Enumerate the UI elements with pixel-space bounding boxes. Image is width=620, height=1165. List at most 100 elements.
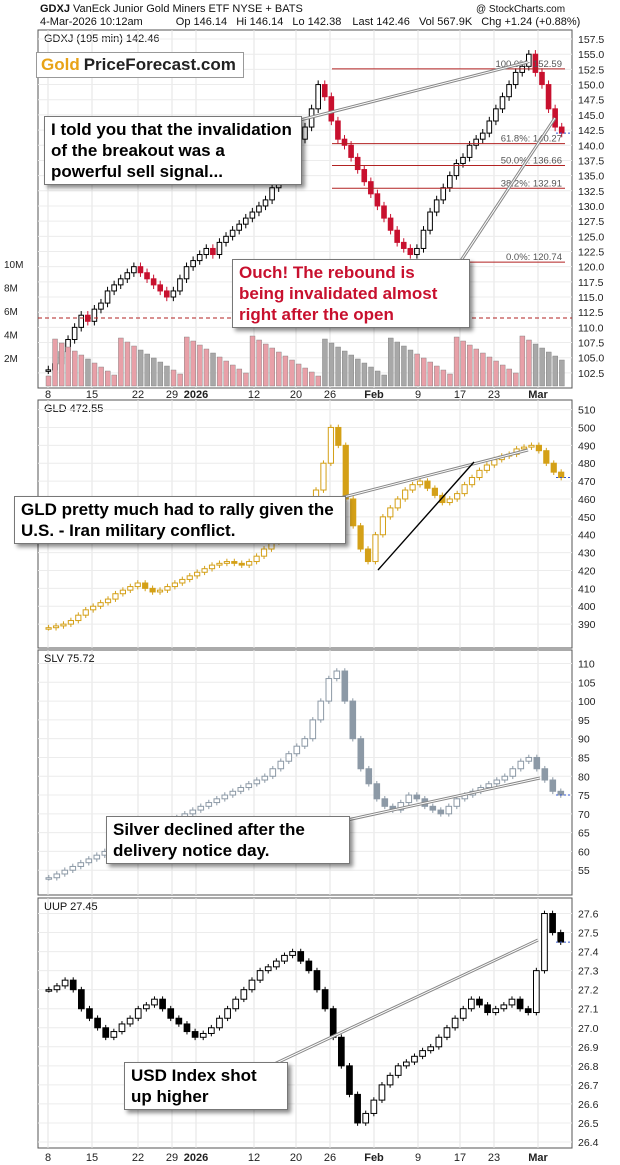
y-tick-label: 102.5 — [578, 368, 604, 380]
candle-body — [216, 562, 223, 566]
candle-body — [167, 1008, 175, 1019]
candle-body — [549, 779, 557, 792]
candle-body — [447, 175, 453, 189]
candle-body — [111, 284, 117, 292]
candle-body — [191, 1031, 199, 1038]
volume-tick-label: 8M — [4, 284, 18, 295]
candle-body — [240, 989, 248, 1000]
candle-body — [557, 790, 565, 796]
candle-body — [159, 998, 166, 1010]
candle-body — [289, 951, 296, 956]
volume-bar — [105, 370, 111, 387]
candle-body — [493, 108, 499, 122]
y-tick-label: 450 — [578, 512, 596, 524]
candle-body — [361, 169, 368, 183]
y-tick-label: 27.6 — [578, 909, 599, 921]
volume-bar — [197, 344, 203, 387]
candle-body — [86, 1008, 93, 1019]
candle-body — [93, 854, 101, 860]
volume-bar — [348, 354, 354, 387]
volume-bar — [374, 370, 381, 387]
volume-bar — [223, 360, 229, 387]
candle-body — [53, 873, 61, 879]
candle-body — [365, 768, 373, 785]
volume-bar — [460, 340, 466, 387]
volume-bar — [157, 361, 164, 387]
candle-body — [175, 1017, 183, 1025]
y-tick-label: 27.1 — [578, 1004, 599, 1016]
candle-body — [368, 181, 374, 195]
logo-site: PriceForecast.com — [83, 55, 236, 74]
candle-body — [264, 966, 272, 972]
x-tick-label: 9 — [415, 389, 421, 401]
candle-body — [372, 534, 379, 563]
quote-high: Hi 146.14 — [236, 16, 284, 28]
candle-body — [205, 802, 213, 807]
quote-last: Last 142.46 — [352, 16, 410, 28]
candle-body — [519, 65, 526, 73]
candle-body — [341, 138, 348, 146]
y-tick-label: 27.4 — [578, 947, 599, 959]
candle-body — [269, 187, 275, 201]
volume-bar — [539, 347, 545, 387]
y-tick-label: 75 — [578, 790, 590, 802]
x-tick-label: Feb — [364, 389, 384, 401]
volume-bar — [269, 347, 275, 387]
candle-body — [516, 998, 524, 1010]
x-tick-label: 23 — [488, 1152, 500, 1164]
volume-bar — [282, 355, 289, 387]
volume-bar — [203, 348, 210, 387]
volume-bar — [256, 339, 262, 387]
volume-bar — [98, 366, 104, 387]
y-tick-label: 27.5 — [578, 928, 599, 940]
y-tick-label: 120.0 — [578, 262, 604, 274]
panel-title: SLV 75.72 — [44, 653, 95, 665]
candle-body — [402, 489, 409, 500]
candle-body — [45, 877, 53, 880]
volume-bar — [184, 336, 190, 387]
candle-body — [325, 678, 333, 702]
y-tick-label: 150.0 — [578, 80, 604, 92]
volume-bar — [394, 341, 400, 387]
volume-bar — [151, 357, 157, 387]
volume-tick-label: 2M — [4, 354, 18, 365]
candle-body — [249, 211, 256, 219]
y-tick-label: 510 — [578, 405, 596, 417]
candle-body — [75, 614, 82, 622]
candle-body — [224, 1008, 231, 1019]
candle-body — [45, 627, 52, 630]
y-tick-label: 500 — [578, 422, 596, 434]
volume-bar — [414, 353, 420, 387]
candle-body — [229, 229, 236, 237]
y-tick-label: 105.0 — [578, 353, 604, 365]
y-tick-label: 480 — [578, 458, 596, 470]
candle-body — [253, 779, 261, 785]
candle-body — [379, 516, 386, 536]
candle-body — [414, 247, 420, 256]
volume-bar — [177, 373, 183, 387]
volume-bar — [131, 345, 137, 387]
y-tick-label: 420 — [578, 565, 596, 577]
volume-bar — [111, 374, 117, 387]
candle-body — [221, 794, 229, 800]
candle-body — [61, 979, 69, 987]
candle-body — [435, 1036, 443, 1048]
candle-body — [333, 670, 341, 680]
y-tick-label: 440 — [578, 530, 596, 542]
x-tick-label: Mar — [528, 1152, 548, 1164]
candle-body — [194, 571, 201, 577]
volume-bar — [526, 339, 532, 387]
candle-body — [453, 798, 461, 807]
volume-bar — [322, 338, 328, 387]
candle-body — [189, 809, 197, 815]
candle-body — [97, 602, 104, 607]
volume-bar — [289, 359, 295, 387]
volume-bar — [473, 348, 479, 387]
candle-body — [386, 1074, 394, 1086]
candle-body — [78, 314, 85, 328]
candle-body — [520, 446, 528, 450]
volume-bar — [335, 346, 341, 387]
y-tick-label: 110.0 — [578, 322, 604, 334]
candle-body — [354, 1093, 361, 1124]
candle-body — [232, 998, 240, 1010]
